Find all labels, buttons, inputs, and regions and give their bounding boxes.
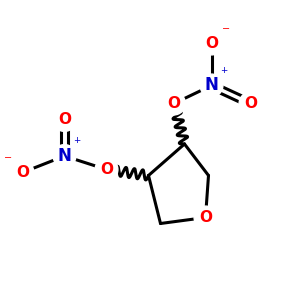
Text: O: O [167,96,181,111]
Text: O: O [16,165,29,180]
Text: N: N [205,76,218,94]
Text: $^{+}$: $^{+}$ [73,137,81,150]
Circle shape [239,92,262,115]
Text: O: O [199,210,212,225]
Text: $^{-}$: $^{-}$ [4,154,13,168]
Text: $^{-}$: $^{-}$ [221,25,230,39]
Circle shape [194,206,217,229]
Circle shape [53,145,76,167]
Circle shape [53,109,76,131]
Circle shape [200,74,223,97]
Circle shape [200,32,223,55]
Text: $^{+}$: $^{+}$ [220,66,228,80]
Circle shape [95,158,118,181]
Text: O: O [205,36,218,51]
Circle shape [11,161,34,184]
Circle shape [163,92,185,115]
Text: O: O [100,162,113,177]
Text: O: O [244,96,257,111]
Text: N: N [58,147,71,165]
Text: O: O [58,112,71,128]
